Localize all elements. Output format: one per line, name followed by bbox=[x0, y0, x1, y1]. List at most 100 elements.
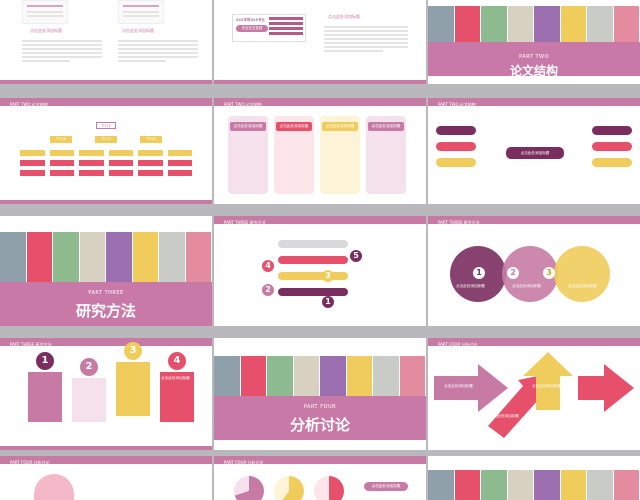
slide-thumbnail-5[interactable]: PART TWO 论文结构 点击此处添加标题 点击此处添加标题 点击此处添加标题… bbox=[214, 98, 426, 204]
slide-1-text-left bbox=[22, 38, 102, 64]
pill-right-3 bbox=[592, 158, 632, 167]
book-caption: XXX学院XXX专业 bbox=[236, 18, 266, 22]
book-cover-image: XXX学院XXX专业 毕业论文答辩 bbox=[232, 14, 306, 42]
card-1-title: 点击此处添加标题 bbox=[230, 122, 266, 131]
slide-thumbnail-4[interactable]: PART TWO 论文结构 TITLE TITLE TITLE TITLE bbox=[0, 98, 212, 204]
header-bar bbox=[214, 456, 426, 464]
slide-thumbnail-13[interactable]: PART FOUR 分析讨论 bbox=[0, 456, 212, 500]
step-5-circle: 5 bbox=[350, 250, 362, 262]
slide-1-bottom-bar bbox=[0, 80, 212, 84]
slide-thumbnail-6[interactable]: PART TWO 论文结构 点击此处添加标题 bbox=[428, 98, 640, 204]
doc-image-right bbox=[118, 0, 164, 24]
title-band bbox=[428, 42, 640, 76]
section-header: PART FOUR 分析讨论 bbox=[10, 460, 50, 465]
books-image bbox=[214, 356, 426, 396]
pie-3 bbox=[314, 476, 344, 500]
circle-segment-3 bbox=[554, 246, 610, 302]
header-bar bbox=[428, 98, 640, 106]
slide-thumbnail-14[interactable]: PART FOUR 分析讨论 点击此处添加标题 bbox=[214, 456, 426, 500]
header-bar bbox=[0, 456, 212, 464]
slide-2-text bbox=[324, 24, 408, 54]
step-2-circle: 2 bbox=[262, 284, 274, 296]
books-image bbox=[0, 232, 212, 282]
header-bar bbox=[428, 338, 640, 346]
slide-10-bottom-bar bbox=[0, 446, 212, 450]
stack-graphic bbox=[34, 474, 74, 500]
header-bar bbox=[214, 216, 426, 224]
slide-1-label-left: 点击此处添加标题 bbox=[30, 28, 62, 33]
slide-4-bottom-bar bbox=[0, 200, 212, 204]
section-header: PART THREE 研究方法 bbox=[10, 342, 52, 347]
circle-label-3: 点击此处添加标题 bbox=[568, 284, 597, 288]
title-band bbox=[214, 396, 426, 440]
arrow-graphic bbox=[434, 352, 634, 438]
center-pill: 点击此处添加标题 bbox=[506, 147, 564, 159]
step-circle-1: 1 bbox=[473, 267, 485, 279]
num-circle-1: 1 bbox=[36, 352, 54, 370]
slide-thumbnail-1[interactable]: 点击此处添加标题 点击此处添加标题 bbox=[0, 0, 212, 84]
title-band bbox=[0, 282, 212, 326]
slide-thumbnail-3[interactable]: PART TWO 论文结构 bbox=[428, 0, 640, 84]
tab-1 bbox=[28, 372, 62, 422]
pill-right-1 bbox=[592, 126, 632, 135]
book-button: 毕业论文答辩 bbox=[236, 25, 268, 32]
pie-1 bbox=[234, 476, 264, 500]
snake-arrow-2 bbox=[278, 256, 348, 264]
org-node-middle: TITLE bbox=[95, 136, 117, 143]
slide-thumbnail-15[interactable] bbox=[428, 456, 640, 500]
doc-image-left bbox=[22, 0, 68, 24]
part-label: PART FOUR bbox=[303, 404, 337, 410]
arrow-label-2: 点击此处添加标题 bbox=[490, 414, 519, 418]
circle-label-1: 点击此处添加标题 bbox=[456, 284, 485, 288]
step-circle-3: 3 bbox=[543, 267, 555, 279]
arrow-label-3: 点击此处添加标题 bbox=[532, 384, 561, 388]
snake-arrow-4 bbox=[278, 288, 348, 296]
section-header: PART THREE 研究方法 bbox=[224, 220, 266, 225]
card-4-title: 点击此处添加标题 bbox=[368, 122, 404, 131]
pill-left-3 bbox=[436, 158, 476, 167]
num-circle-2: 2 bbox=[80, 358, 98, 376]
pill-left-1 bbox=[436, 126, 476, 135]
slide-thumbnail-9[interactable]: PART THREE 研究方法 1 2 3 点击此处添加标题 点击此处添加标题 … bbox=[428, 216, 640, 326]
num-circle-4: 4 bbox=[168, 352, 186, 370]
org-top-node: TITLE bbox=[96, 122, 116, 129]
arrow-label-1: 点击此处添加标题 bbox=[444, 384, 473, 388]
slide-thumbnail-11[interactable]: PART FOUR 分析讨论 bbox=[214, 338, 426, 450]
circle-label-2: 点击此处添加标题 bbox=[512, 284, 541, 288]
part-title: 研究方法 bbox=[75, 302, 136, 320]
tab-4-label: 点击此处添加标题 bbox=[161, 376, 190, 380]
slide-thumbnail-2[interactable]: XXX学院XXX专业 毕业论文答辩 点击此处添加标题 bbox=[214, 0, 426, 84]
part-title: 分析讨论 bbox=[289, 416, 350, 434]
section-header: PART TWO 论文结构 bbox=[224, 102, 262, 107]
pill-right-2 bbox=[592, 142, 632, 151]
slide-2-bottom-bar bbox=[214, 80, 426, 84]
card-2-title: 点击此处添加标题 bbox=[276, 122, 312, 131]
part-label: PART THREE bbox=[88, 290, 124, 296]
org-node-right: TITLE bbox=[140, 136, 162, 143]
slide-thumbnail-7[interactable]: PART THREE 研究方法 bbox=[0, 216, 212, 326]
slide-thumbnail-12[interactable]: PART FOUR 分析讨论 点击此处添加标题 点击此处添加标题 点击此处添加标… bbox=[428, 338, 640, 450]
header-bar bbox=[428, 216, 640, 224]
slide-thumbnail-10[interactable]: PART THREE 研究方法 1 2 3 4 点击此处添加标题 bbox=[0, 338, 212, 450]
org-node-left: TITLE bbox=[50, 136, 72, 143]
header-bar bbox=[214, 98, 426, 106]
part-label: PART TWO bbox=[519, 54, 549, 60]
pill-left-2 bbox=[436, 142, 476, 151]
snake-arrow-1 bbox=[278, 240, 348, 248]
card-3-title: 点击此处添加标题 bbox=[322, 122, 358, 131]
pie-2 bbox=[274, 476, 304, 500]
section-header: PART TWO 论文结构 bbox=[10, 102, 48, 107]
section-header: PART FOUR 分析讨论 bbox=[224, 460, 264, 465]
part-title: 论文结构 bbox=[509, 64, 558, 78]
slide-14-label: 点击此处添加标题 bbox=[364, 482, 408, 491]
step-4-circle: 4 bbox=[262, 260, 274, 272]
slide-thumbnail-8[interactable]: PART THREE 研究方法 5 4 3 2 1 bbox=[214, 216, 426, 326]
step-3-circle: 3 bbox=[322, 270, 334, 282]
org-leaf-grid bbox=[20, 150, 192, 176]
slide-2-label: 点击此处添加标题 bbox=[328, 14, 360, 19]
slide-1-text-right bbox=[118, 38, 198, 64]
tab-2 bbox=[72, 378, 106, 422]
header-bar bbox=[0, 338, 212, 346]
tab-4 bbox=[160, 372, 194, 422]
section-header: PART TWO 论文结构 bbox=[438, 102, 476, 107]
